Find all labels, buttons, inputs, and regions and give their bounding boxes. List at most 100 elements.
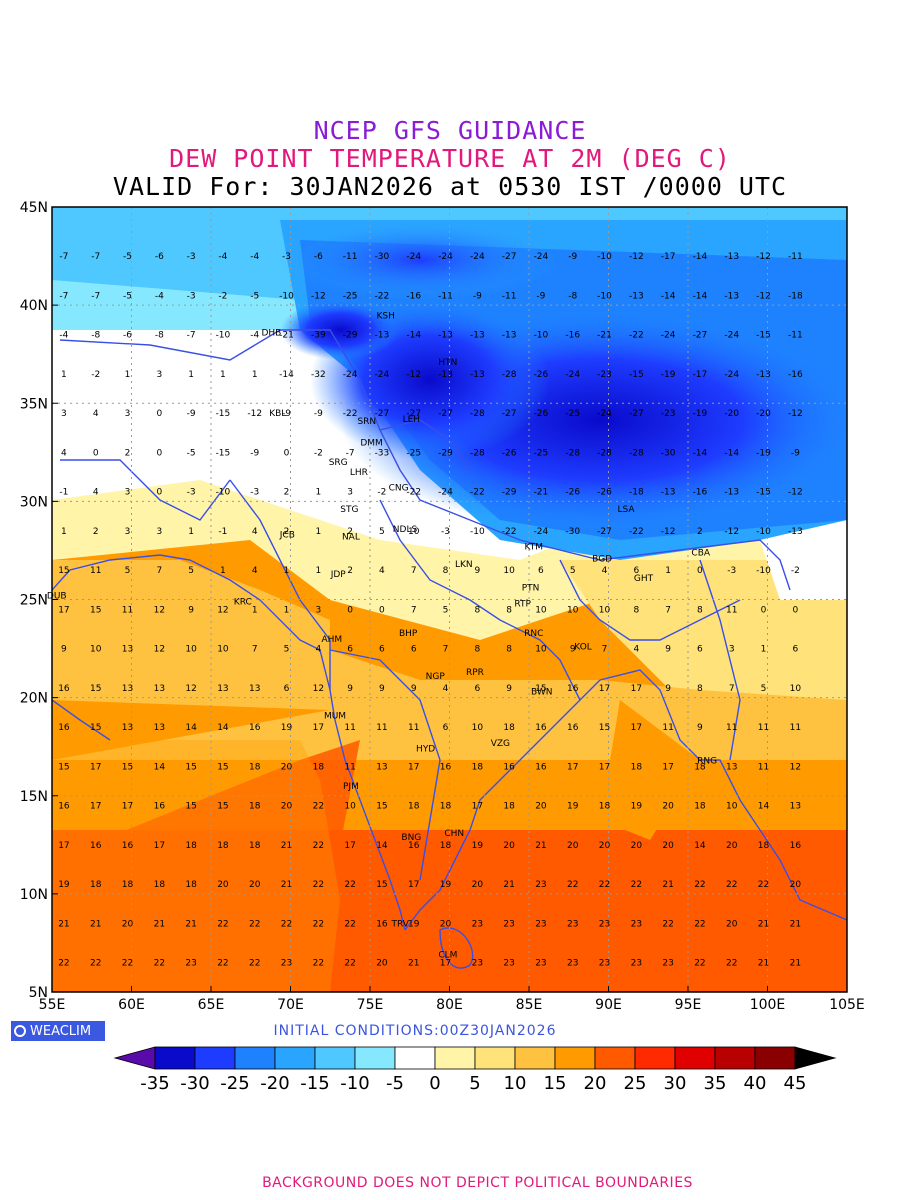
grid-value: 6	[347, 645, 353, 655]
grid-value: -9	[568, 252, 577, 262]
grid-value: -13	[756, 370, 771, 380]
grid-value: 13	[122, 723, 133, 733]
grid-value: 13	[249, 684, 260, 694]
colorbar-label: -10	[340, 1073, 369, 1094]
grid-value: 22	[313, 880, 324, 890]
grid-value: 17	[154, 841, 165, 851]
lon-tick-label: 95E	[675, 997, 702, 1013]
grid-value: 5	[443, 605, 449, 615]
grid-value: -21	[534, 488, 549, 498]
grid-value: 22	[313, 841, 324, 851]
grid-value: -10	[534, 331, 549, 341]
grid-value: 21	[281, 841, 292, 851]
grid-value: 15	[376, 802, 387, 812]
grid-value: -29	[502, 488, 517, 498]
grid-value: -9	[187, 409, 196, 419]
grid-value: 7	[729, 684, 735, 694]
grid-value: 21	[503, 880, 514, 890]
grid-value: -12	[311, 291, 326, 301]
grid-value: -4	[250, 252, 259, 262]
station-label: LEH	[403, 415, 420, 425]
grid-value: 17	[599, 684, 610, 694]
grid-value: -22	[470, 488, 485, 498]
station-label: RTP	[514, 599, 531, 609]
grid-value: 9	[665, 645, 671, 655]
colorbar-swatch	[474, 1046, 516, 1070]
grid-value: 5	[284, 645, 290, 655]
colorbar-swatch	[154, 1046, 196, 1070]
grid-value: -25	[406, 448, 421, 458]
grid-value: -13	[788, 527, 803, 537]
grid-value: -28	[629, 448, 644, 458]
grid-value: 11	[344, 723, 355, 733]
grid-value: -3	[187, 252, 196, 262]
grid-value: 17	[631, 723, 642, 733]
grid-value: 20	[726, 841, 738, 851]
grid-value: 19	[58, 880, 70, 890]
grid-value: 15	[90, 723, 101, 733]
lon-tick-label: 75E	[357, 997, 384, 1013]
colorbar-swatch	[394, 1046, 436, 1070]
grid-value: 23	[503, 959, 514, 969]
colorbar-swatch	[314, 1046, 356, 1070]
grid-value: 15	[217, 762, 228, 772]
grid-value: 22	[122, 959, 133, 969]
grid-value: -7	[346, 448, 355, 458]
grid-value: -24	[724, 370, 739, 380]
grid-value: 13	[217, 684, 228, 694]
grid-value: 18	[758, 841, 770, 851]
grid-value: 22	[90, 959, 101, 969]
grid-value: 23	[535, 919, 546, 929]
grid-value: -10	[756, 527, 771, 537]
station-label: BHP	[399, 629, 418, 639]
grid-value: 21	[662, 880, 673, 890]
grid-value: 2	[93, 527, 99, 537]
grid-value: -24	[375, 370, 390, 380]
colorbar-high-arrow	[794, 1046, 837, 1070]
grid-value: 22	[249, 919, 260, 929]
grid-value: -23	[597, 370, 612, 380]
grid-value: 5	[570, 566, 576, 576]
grid-value: 11	[344, 762, 355, 772]
grid-value: -26	[534, 370, 549, 380]
station-label: MUM	[324, 711, 346, 721]
grid-value: 10	[472, 723, 484, 733]
lon-tick-label: 90E	[595, 997, 622, 1013]
station-label: NAL	[342, 533, 360, 543]
lon-tick-label: 80E	[436, 997, 463, 1013]
grid-value: 9	[61, 645, 67, 655]
grid-value: -22	[343, 409, 358, 419]
grid-value: 2	[284, 488, 290, 498]
grid-value: 22	[599, 880, 610, 890]
colorbar-label: 5	[469, 1073, 480, 1094]
grid-value: -26	[534, 409, 549, 419]
grid-value: 12	[185, 684, 196, 694]
grid-value: -13	[502, 331, 517, 341]
grid-value: 18	[185, 880, 197, 890]
grid-value: 17	[344, 841, 355, 851]
station-label: CNG	[389, 484, 409, 494]
grid-value: -12	[788, 488, 803, 498]
station-label: TRV	[390, 919, 409, 929]
grid-value: 4	[379, 566, 385, 576]
grid-value: -10	[216, 488, 231, 498]
grid-value: -16	[788, 370, 803, 380]
grid-value: 10	[185, 645, 197, 655]
grid-value: -25	[534, 448, 549, 458]
grid-value: -14	[693, 252, 708, 262]
grid-value: 16	[535, 762, 547, 772]
grid-value: 4	[602, 566, 608, 576]
grid-value: 11	[726, 605, 737, 615]
grid-value: -2	[377, 488, 386, 498]
grid-value: 8	[697, 684, 703, 694]
station-label: LSA	[617, 505, 635, 515]
grid-value: -12	[756, 291, 771, 301]
grid-value: -8	[91, 331, 100, 341]
grid-value: 15	[217, 802, 228, 812]
grid-value: 15	[185, 802, 196, 812]
grid-value: -33	[375, 448, 390, 458]
grid-value: -12	[661, 527, 676, 537]
grid-value: 0	[284, 448, 290, 458]
grid-value: 6	[633, 566, 639, 576]
grid-value: -10	[470, 527, 485, 537]
